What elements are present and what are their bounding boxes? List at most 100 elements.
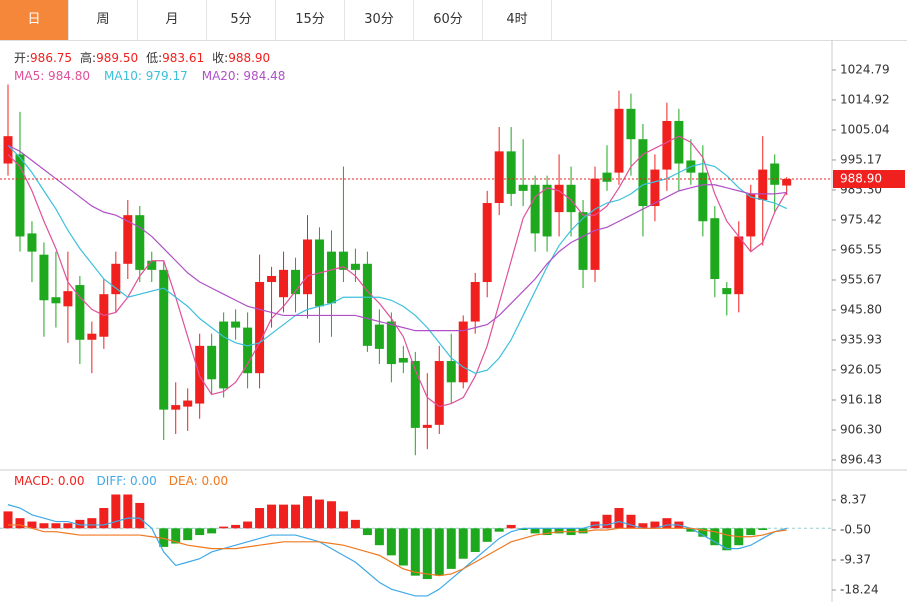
tab[interactable]: 15分 (276, 0, 345, 40)
candle-body (326, 251, 336, 304)
candle-body (207, 345, 217, 380)
candle-body (770, 163, 780, 185)
macd-bar (542, 528, 552, 536)
tab[interactable]: 5分 (207, 0, 276, 40)
macd-bar (207, 528, 217, 534)
candle-body (111, 263, 121, 295)
candle-body (362, 263, 372, 346)
indicator-line (7, 144, 787, 332)
tab[interactable]: 4时 (483, 0, 552, 40)
macd-bar (39, 523, 49, 529)
y-tick-label: 1005.04 (840, 122, 890, 136)
macd-bar (434, 528, 444, 576)
y-tick-label: 1014.92 (840, 92, 890, 106)
macd-info: MACD: 0.00 DIFF: 0.00 DEA: 0.00 (14, 474, 228, 488)
y-tick-label: 945.80 (840, 302, 882, 316)
macd-bar (374, 528, 384, 546)
candle-body (27, 233, 37, 252)
macd-bar (338, 511, 348, 529)
candle-body (446, 361, 456, 383)
candle-body (674, 120, 684, 164)
macd-bar (27, 521, 37, 529)
ma-info: MA5: 984.80 MA10: 979.17 MA20: 984.48 (14, 69, 285, 83)
macd-bar (662, 518, 672, 529)
y-tick-label: 906.30 (840, 423, 882, 437)
candle-body (63, 291, 73, 307)
candle-body (662, 120, 672, 170)
candle-body (410, 361, 420, 428)
candle-body (782, 179, 792, 186)
candle-body (398, 357, 408, 363)
info-label: 低: (146, 51, 162, 65)
candle-body (470, 282, 480, 322)
macd-bar (518, 528, 528, 530)
macd-bar (75, 519, 85, 529)
candle-body (554, 184, 564, 213)
tab[interactable]: 日 (0, 0, 69, 40)
candle-body (51, 297, 61, 304)
tab[interactable]: 月 (138, 0, 207, 40)
macd-bar (3, 511, 13, 529)
macd-bar (314, 499, 324, 529)
macd-bar (386, 528, 396, 556)
macd-bar (686, 528, 696, 532)
candle-body (734, 236, 744, 295)
candle-body (243, 327, 253, 374)
macd-bar (279, 504, 289, 529)
candle-body (614, 108, 624, 173)
macd-bar (614, 508, 624, 529)
macd-bar (326, 501, 336, 529)
y-tick-label: 8.37 (840, 493, 867, 507)
chart: 1024.791014.921005.04995.17985.30975.429… (0, 40, 907, 602)
y-tick-label: 1024.79 (840, 62, 890, 76)
info-value: 989.50 (96, 51, 138, 65)
candle-body (602, 172, 612, 182)
tab[interactable]: 30分 (345, 0, 414, 40)
macd-bar (303, 496, 312, 529)
macd-bar (99, 508, 109, 529)
candle-body (506, 151, 516, 194)
macd-bar (746, 528, 756, 536)
indicator-line (7, 135, 788, 408)
y-tick-label: 995.17 (840, 152, 882, 166)
macd-bar (219, 526, 229, 529)
macd-bar (195, 528, 205, 536)
candle-body (578, 212, 588, 270)
macd-bar (171, 528, 181, 544)
macd-bar (482, 528, 492, 542)
y-tick-label: 935.93 (840, 332, 882, 346)
macd-bar (638, 523, 648, 529)
macd-bar (506, 524, 516, 529)
candle-body (626, 108, 636, 140)
info-value: 983.61 (162, 51, 204, 65)
y-tick-label: 975.42 (840, 212, 882, 226)
macd-bar (135, 502, 145, 529)
macd-bar (398, 528, 408, 566)
candle-body (590, 178, 600, 270)
candle-body (422, 424, 432, 428)
candle-body (183, 400, 193, 407)
y-tick-label: -18.24 (840, 582, 879, 596)
last-price-label: 988.90 (840, 172, 882, 186)
macd-bar (183, 528, 193, 541)
tab[interactable]: 周 (69, 0, 138, 40)
y-tick-label: 965.55 (840, 242, 882, 256)
info-label: 收: (212, 51, 228, 65)
candle-body (350, 263, 360, 270)
macd-bar (602, 514, 612, 529)
tab[interactable]: 60分 (414, 0, 483, 40)
candle-body (722, 288, 732, 295)
y-tick-label: 896.43 (840, 453, 882, 467)
y-tick-label: -0.50 (840, 522, 871, 536)
macd-bar (530, 528, 540, 534)
macd-bar (410, 528, 420, 576)
indicator-line (8, 524, 787, 577)
info-label: 开: (14, 51, 30, 65)
macd-label: DIFF: 0.00 (97, 474, 157, 488)
info-value: 988.90 (228, 51, 270, 65)
candle-body (171, 405, 181, 410)
macd-bar (350, 519, 360, 529)
y-tick-label: 916.18 (840, 392, 882, 406)
macd-bar (231, 524, 241, 529)
